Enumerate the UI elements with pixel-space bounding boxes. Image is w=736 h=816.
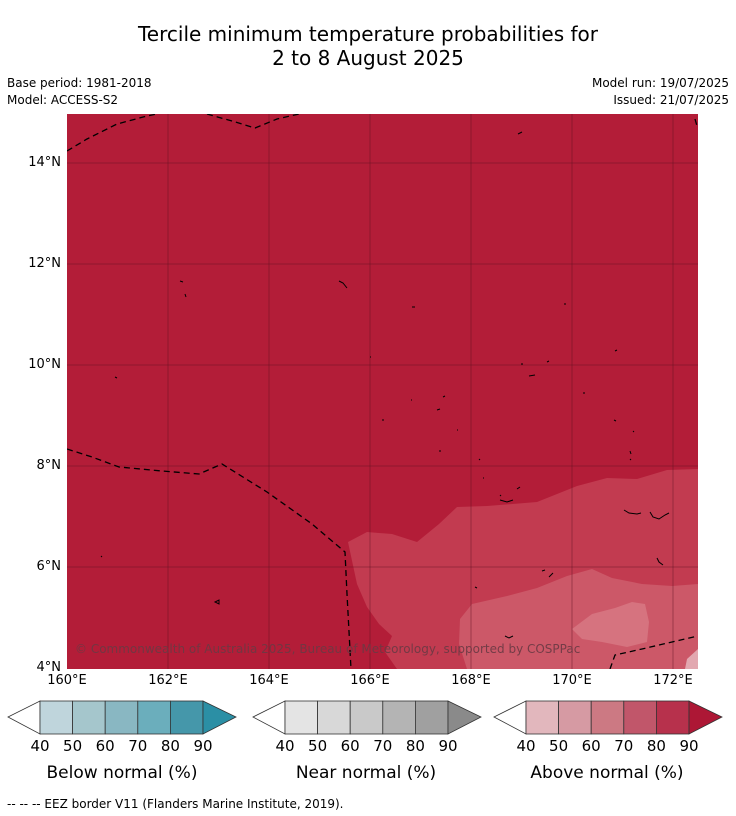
legend-near-swatch-5 xyxy=(414,700,449,735)
lon-label-160e: 160°E xyxy=(47,673,87,688)
base-period: Base period: 1981-2018 xyxy=(7,76,152,90)
legend-above-normal xyxy=(493,700,723,735)
lon-label-168e: 168°E xyxy=(451,673,491,688)
lat-label-10n: 10°N xyxy=(28,357,61,372)
legend-near-swatch-0 xyxy=(252,700,286,735)
lat-label-14n: 14°N xyxy=(28,155,61,170)
legend-near-ticks: 40 50 60 70 80 90 xyxy=(275,737,457,755)
legend-below-tick-40: 40 xyxy=(30,737,49,755)
legend-below-swatch-0 xyxy=(7,700,41,735)
lon-label-172e: 172°E xyxy=(653,673,693,688)
legend-above-tick-60: 60 xyxy=(582,737,601,755)
lat-label-12n: 12°N xyxy=(28,256,61,271)
gridlines xyxy=(67,114,698,669)
legend-near-tick-70: 70 xyxy=(373,737,392,755)
lon-label-170e: 170°E xyxy=(552,673,592,688)
legend-below-label: Below normal (%) xyxy=(47,763,198,783)
legend-near-tick-60: 60 xyxy=(341,737,360,755)
lat-label-4n: 4°N xyxy=(36,660,62,675)
islands xyxy=(100,131,670,639)
footnote-eez: -- -- -- EEZ border V11 (Flanders Marine… xyxy=(7,797,344,811)
legend-above-swatch-0 xyxy=(493,700,527,735)
legend-below-tick-60: 60 xyxy=(96,737,115,755)
region-above-50 xyxy=(572,602,649,647)
probability-map: © Commonwealth of Australia 2025, Bureau… xyxy=(67,114,698,669)
legend-above-tick-40: 40 xyxy=(516,737,535,755)
legend-above-swatch-5 xyxy=(656,700,690,735)
legend-near-label: Near normal (%) xyxy=(296,763,436,783)
region-above-50-edge xyxy=(685,649,698,669)
legend-near-swatch-6 xyxy=(447,700,482,735)
legend-below-tick-70: 70 xyxy=(128,737,147,755)
model-run: Model run: 19/07/2025 xyxy=(591,76,729,90)
issued-date: Issued: 21/07/2025 xyxy=(613,93,729,107)
legend-below-swatch-6 xyxy=(202,700,237,735)
legend-near-normal xyxy=(252,700,482,735)
lat-label-6n: 6°N xyxy=(36,559,62,574)
legend-above-tick-70: 70 xyxy=(614,737,633,755)
legend-above-tick-50: 50 xyxy=(549,737,568,755)
map-copyright: © Commonwealth of Australia 2025, Bureau… xyxy=(75,642,580,656)
legend-below-swatch-2 xyxy=(72,700,106,735)
legend-above-swatch-4 xyxy=(623,700,657,735)
legend-above-swatch-1 xyxy=(525,700,559,735)
legend-near-swatch-2 xyxy=(317,700,351,735)
lon-label-162e: 162°E xyxy=(148,673,188,688)
legend-above-tick-80: 80 xyxy=(647,737,666,755)
legend-below-ticks: 40 50 60 70 80 90 xyxy=(30,737,212,755)
legend-bars: 40 50 60 70 80 90 Below normal (%) 40 50… xyxy=(7,700,723,783)
legend-above-swatch-3 xyxy=(590,700,625,735)
legend-below-tick-80: 80 xyxy=(161,737,180,755)
legend-above-swatch-2 xyxy=(558,700,592,735)
lat-label-8n: 8°N xyxy=(36,458,62,473)
legend-near-tick-80: 80 xyxy=(406,737,425,755)
legend-near-swatch-3 xyxy=(349,700,384,735)
legend-above-tick-90: 90 xyxy=(679,737,698,755)
lon-label-164e: 164°E xyxy=(249,673,289,688)
lon-label-166e: 166°E xyxy=(350,673,390,688)
meta-right: Model run: 19/07/2025 Issued: 21/07/2025 xyxy=(592,75,729,109)
legend-below-swatch-5 xyxy=(169,700,204,735)
legend-below-tick-90: 90 xyxy=(193,737,212,755)
legend-near-swatch-1 xyxy=(284,700,318,735)
legend-below-swatch-4 xyxy=(137,700,171,735)
legend-near-tick-50: 50 xyxy=(308,737,327,755)
legend-above-swatch-6 xyxy=(688,700,723,735)
legend-above-label: Above normal (%) xyxy=(530,763,683,783)
legend-below-tick-50: 50 xyxy=(63,737,82,755)
legend-below-swatch-1 xyxy=(39,700,73,735)
legend-below-swatch-3 xyxy=(104,700,139,735)
legend-below-normal xyxy=(7,700,237,735)
map-title-line1: Tercile minimum temperature probabilitie… xyxy=(137,22,599,46)
legend-above-ticks: 40 50 60 70 80 90 xyxy=(516,737,698,755)
model-name: Model: ACCESS-S2 xyxy=(7,93,119,107)
legend-near-swatch-4 xyxy=(382,700,416,735)
map-title-line2: 2 to 8 August 2025 xyxy=(272,46,464,70)
legend-near-tick-90: 90 xyxy=(438,737,457,755)
eez-borders xyxy=(67,114,698,669)
map-title: Tercile minimum temperature probabilitie… xyxy=(0,22,736,70)
legend-near-tick-40: 40 xyxy=(275,737,294,755)
meta-left: Base period: 1981-2018 Model: ACCESS-S2 xyxy=(7,75,152,109)
